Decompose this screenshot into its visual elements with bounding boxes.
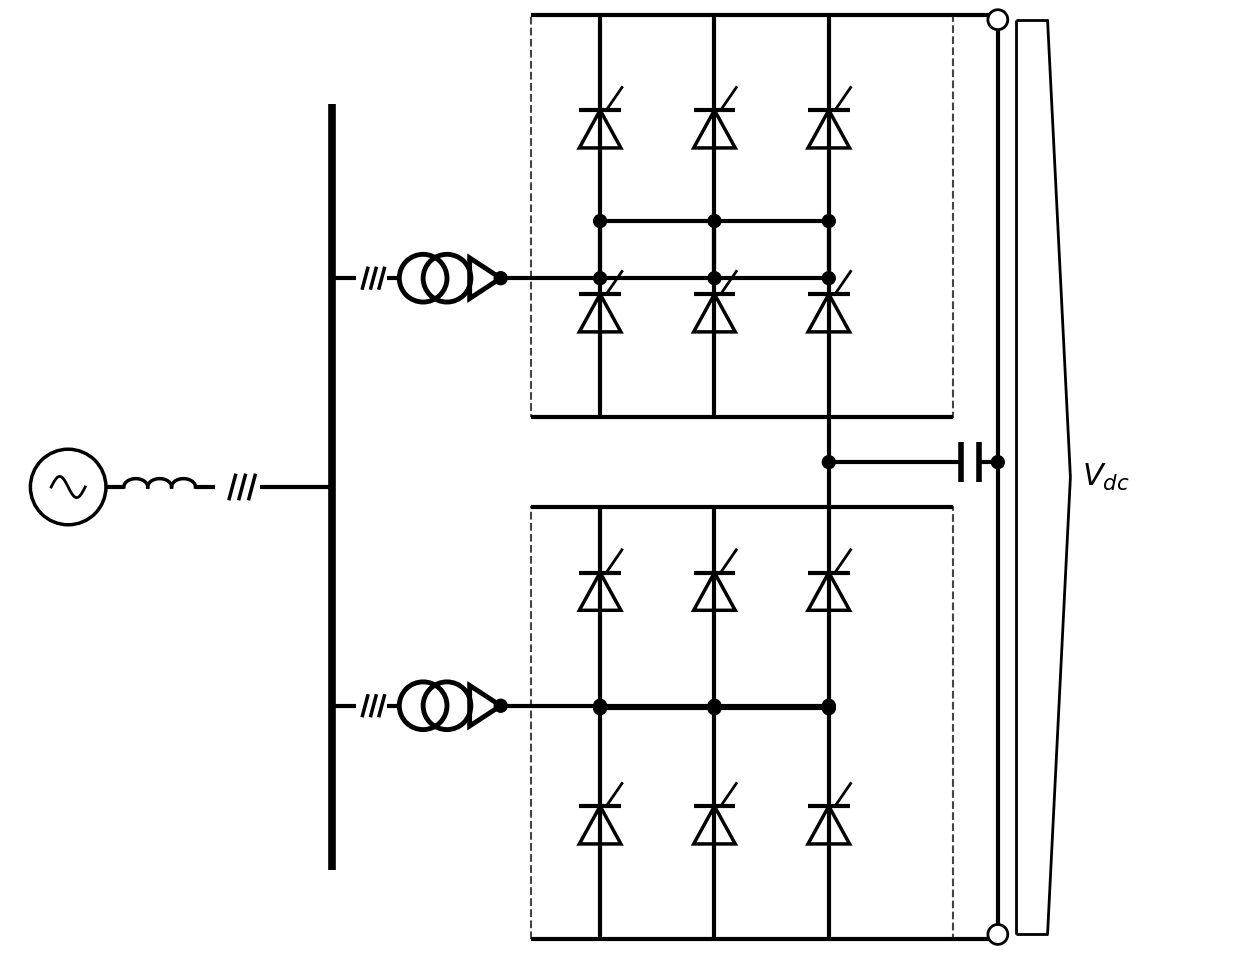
Text: $V_{dc}$: $V_{dc}$	[1083, 462, 1130, 493]
Circle shape	[988, 924, 1008, 945]
Circle shape	[594, 699, 606, 712]
Circle shape	[822, 272, 836, 285]
Circle shape	[988, 10, 1008, 29]
Circle shape	[822, 699, 836, 712]
Circle shape	[708, 699, 720, 712]
Circle shape	[708, 702, 720, 714]
Circle shape	[594, 272, 606, 285]
Bar	[531, 15, 954, 417]
Circle shape	[991, 456, 1004, 469]
Circle shape	[495, 272, 507, 285]
Circle shape	[822, 215, 836, 227]
Circle shape	[495, 699, 507, 712]
Circle shape	[708, 215, 720, 227]
Circle shape	[822, 702, 836, 714]
Circle shape	[708, 272, 720, 285]
Bar	[531, 506, 954, 939]
Circle shape	[594, 215, 606, 227]
Circle shape	[594, 702, 606, 714]
Circle shape	[822, 456, 836, 469]
